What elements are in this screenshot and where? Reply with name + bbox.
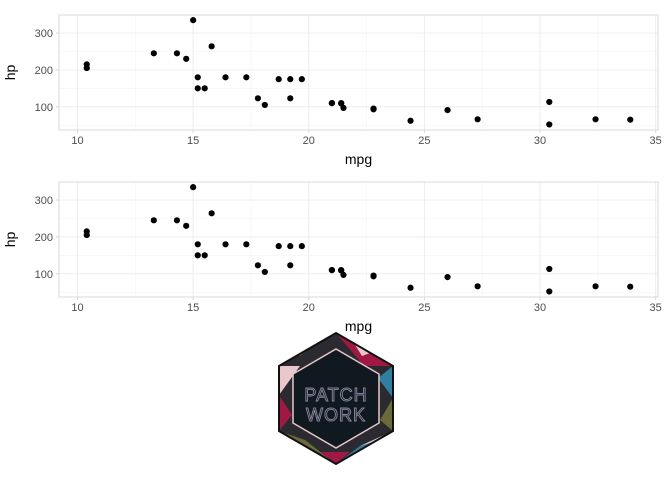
logo-patch-olive-1 <box>380 398 393 431</box>
data-point <box>592 283 599 290</box>
x-tick-label: 35 <box>650 302 662 314</box>
y-tick-label: 100 <box>35 102 53 114</box>
y-tick-label: 200 <box>35 232 53 244</box>
y-tick-label: 300 <box>35 195 53 207</box>
data-point <box>261 268 268 276</box>
data-point <box>298 243 305 250</box>
data-point <box>328 99 336 107</box>
data-point <box>254 262 261 269</box>
x-tick-label: 25 <box>418 302 430 314</box>
logo-patch-teal-1 <box>378 366 393 398</box>
data-point <box>201 85 208 92</box>
x-tick-label: 15 <box>187 302 199 314</box>
data-point <box>194 85 201 92</box>
data-point <box>183 55 190 62</box>
data-point <box>592 116 599 123</box>
data-point <box>173 217 181 224</box>
x-axis-title: mpg <box>345 151 372 167</box>
data-point <box>150 50 157 57</box>
data-point <box>370 105 377 112</box>
x-tick-label: 15 <box>187 135 199 147</box>
data-point <box>338 267 345 274</box>
data-point <box>190 184 197 191</box>
scatter-panel-2: 10 15 20 25 30 35 100 200 300 mpg hp <box>2 181 662 334</box>
logo-inner-hexagon <box>292 348 380 449</box>
panel-border <box>58 14 659 131</box>
scatter-panel-1: 10 15 20 25 30 35 100 200 300 mpg hp <box>2 14 662 167</box>
logo-text-line1: PATCH <box>304 385 367 405</box>
x-tick-label: 30 <box>534 135 546 147</box>
logo-patch-crimson-3 <box>320 452 350 464</box>
x-axis-title: mpg <box>345 318 372 334</box>
data-point <box>275 243 282 250</box>
data-point <box>444 106 451 114</box>
x-tick-label: 25 <box>418 135 430 147</box>
data-point <box>287 262 294 269</box>
logo-outer-border <box>278 331 394 466</box>
data-point <box>194 241 201 248</box>
data-point <box>287 76 294 83</box>
data-point <box>298 76 305 83</box>
data-point <box>243 241 250 248</box>
logo-text-line2: WORK <box>306 405 366 425</box>
y-axis-title: hp <box>2 65 18 81</box>
data-point <box>627 283 634 290</box>
data-point <box>474 116 481 123</box>
data-point <box>546 98 553 106</box>
data-point <box>444 273 451 281</box>
data-point <box>201 252 208 259</box>
data-point <box>194 74 201 81</box>
data-point <box>287 243 294 250</box>
data-point <box>208 43 215 50</box>
x-tick-label: 20 <box>303 135 315 147</box>
data-point <box>208 210 215 217</box>
x-tick-label: 10 <box>71 302 83 314</box>
data-point <box>222 241 229 248</box>
data-point <box>173 50 181 57</box>
data-point <box>83 228 90 235</box>
y-tick-label: 200 <box>35 65 53 77</box>
y-tick-label: 100 <box>35 269 53 281</box>
data-point <box>546 265 553 273</box>
data-point <box>254 95 261 102</box>
data-point <box>338 100 345 107</box>
data-point <box>222 74 229 81</box>
data-point <box>287 95 294 102</box>
data-point <box>546 121 553 128</box>
data-point <box>261 101 268 109</box>
x-tick-label: 30 <box>534 302 546 314</box>
data-point <box>83 61 90 68</box>
data-point <box>150 217 157 224</box>
data-point <box>546 288 553 295</box>
logo-patch-crimson-2 <box>279 395 292 431</box>
data-point <box>407 117 414 124</box>
data-point <box>627 116 634 123</box>
y-tick-label: 300 <box>35 28 53 40</box>
data-point <box>474 283 481 290</box>
data-point <box>328 266 336 274</box>
x-tick-label: 20 <box>303 302 315 314</box>
data-point <box>183 222 190 229</box>
data-point <box>370 272 377 279</box>
data-point <box>190 17 197 24</box>
x-tick-label: 10 <box>71 135 83 147</box>
panel-border <box>58 181 659 298</box>
x-tick-label: 35 <box>650 135 662 147</box>
data-point <box>275 76 282 83</box>
patchwork-logo: PATCH WORK <box>278 331 394 466</box>
data-point <box>243 74 250 81</box>
y-axis-title: hp <box>2 232 18 248</box>
data-point <box>194 252 201 259</box>
data-point <box>407 284 414 291</box>
